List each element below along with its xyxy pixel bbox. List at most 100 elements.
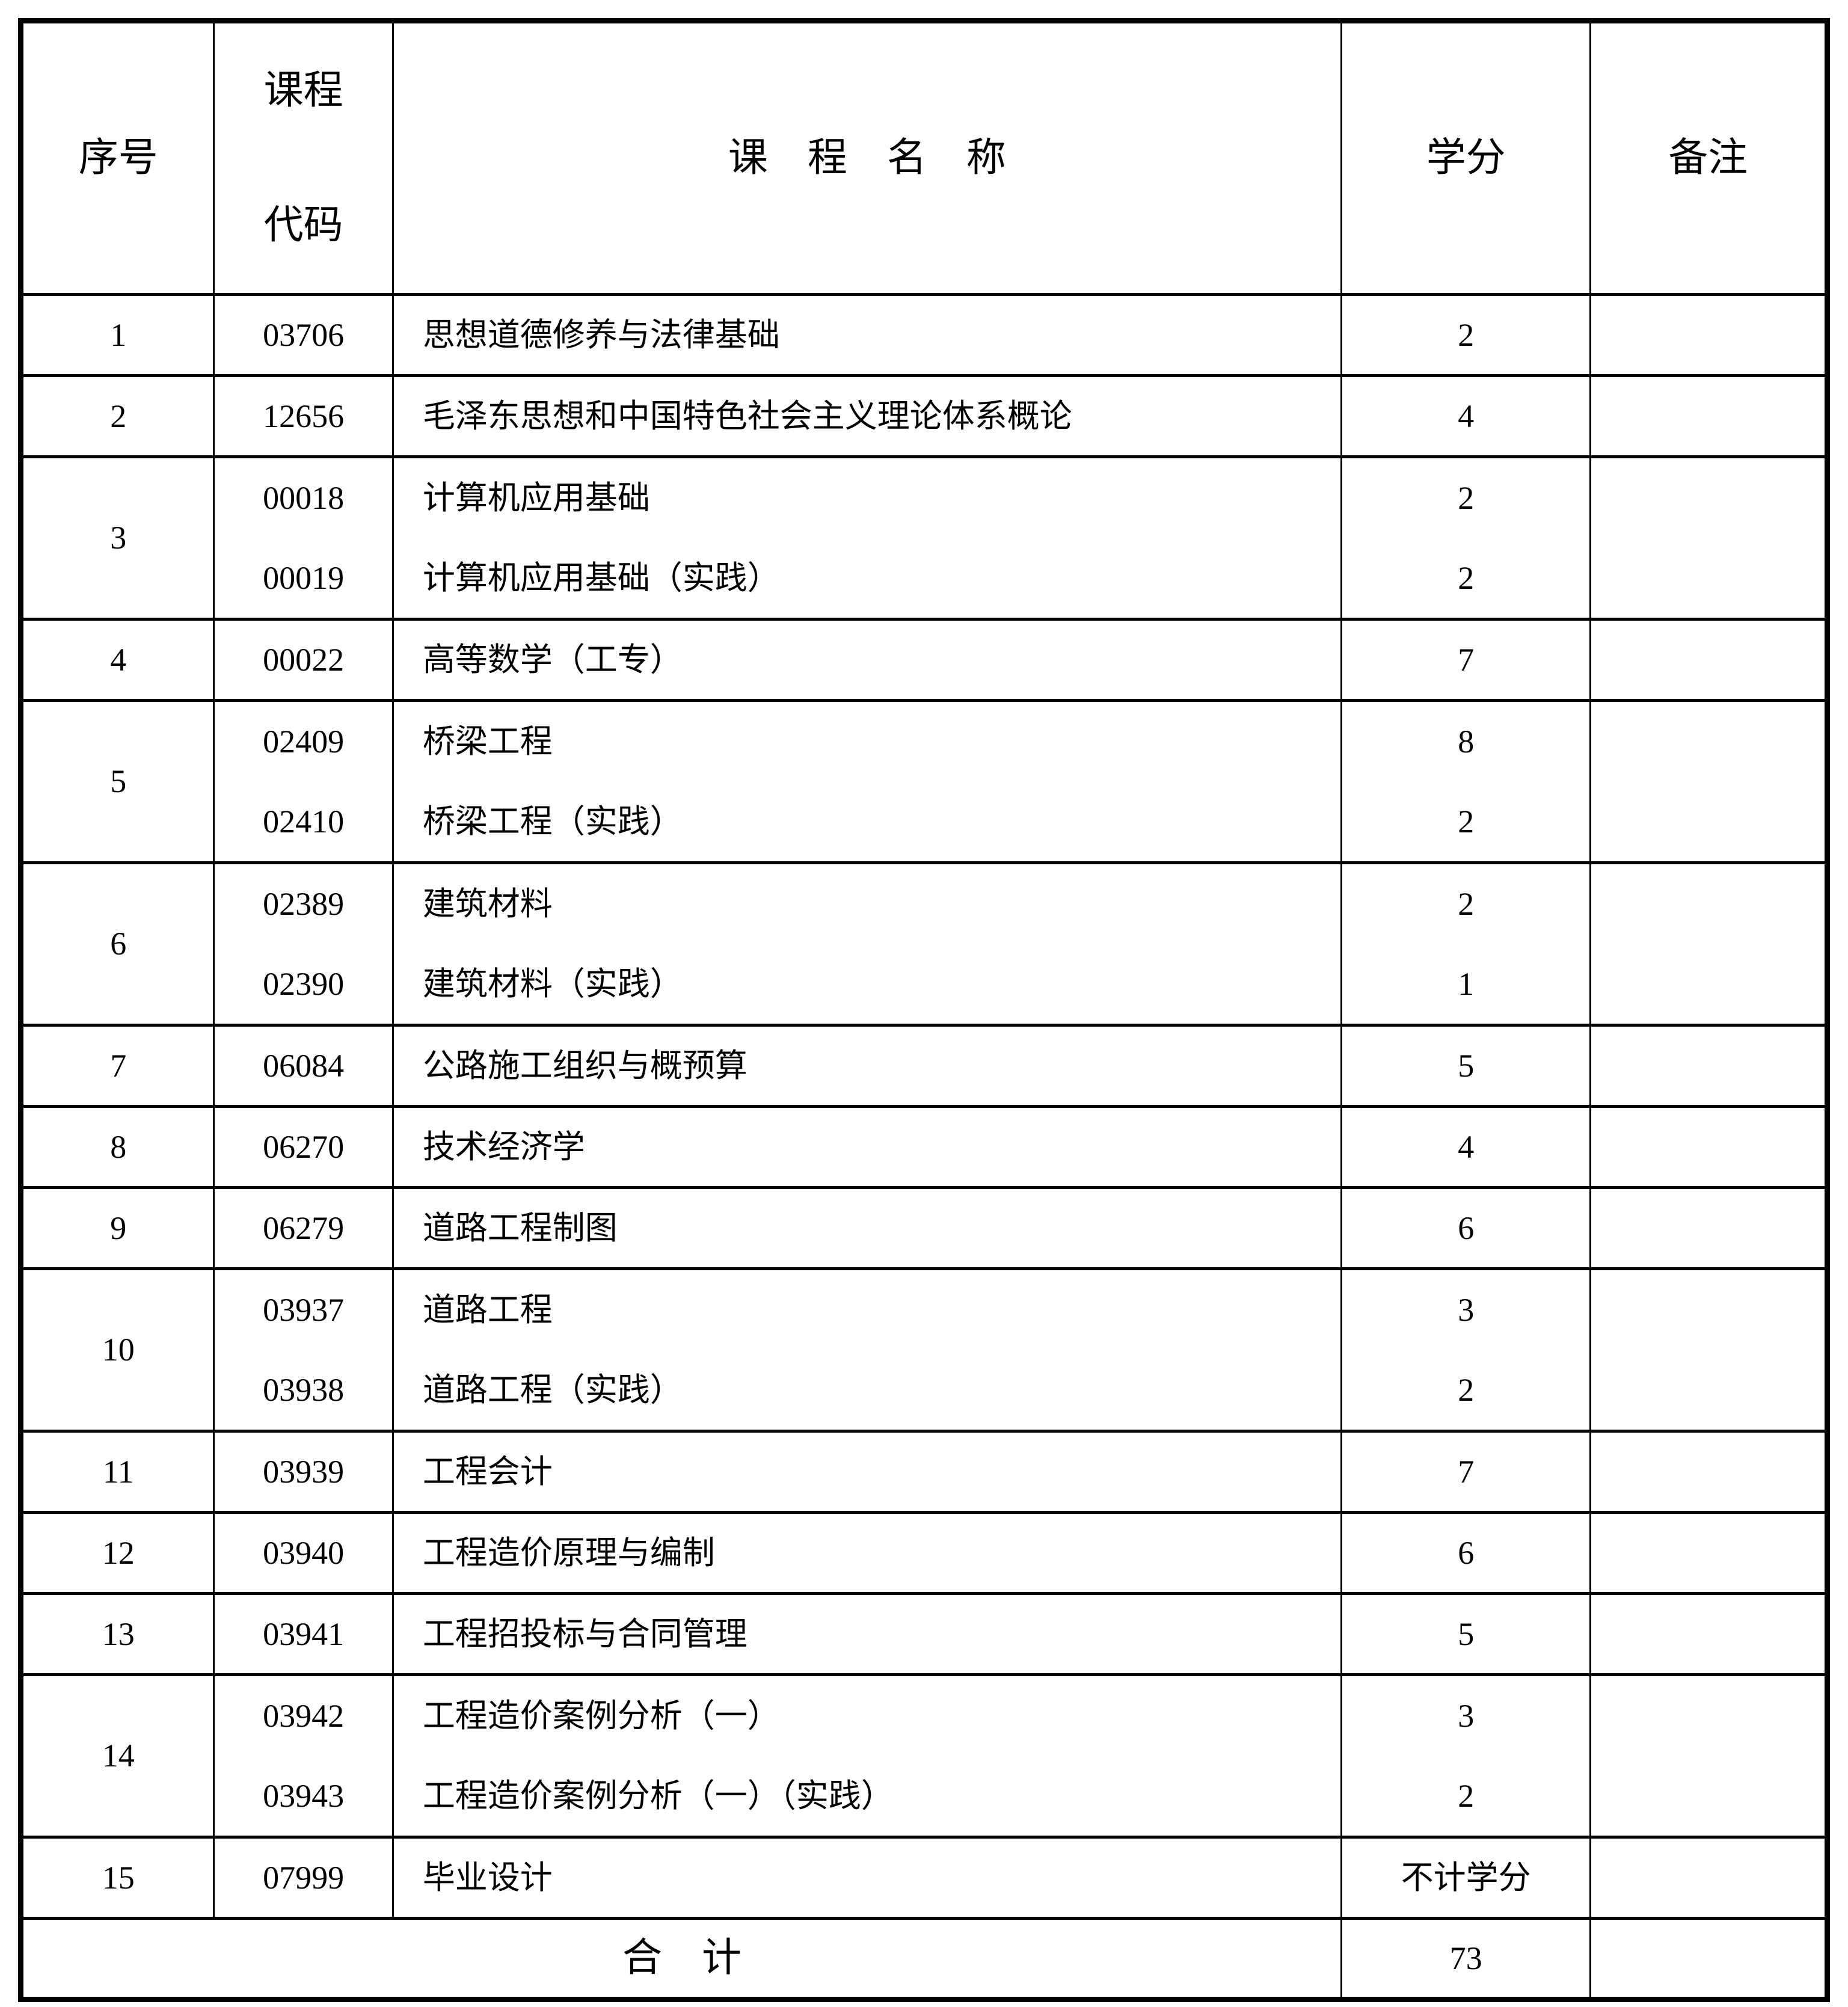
total-row: 合 计 73 xyxy=(20,1917,1828,2001)
course-credits: 1 xyxy=(1458,965,1475,1002)
table-row-group: 14 03942 03943 工程造价案例分析（一） 工程造价案例分析（一）（实… xyxy=(19,1673,1828,1839)
course-code: 12656 xyxy=(263,398,345,434)
course-credits: 2 xyxy=(1458,1777,1475,1814)
course-credits: 2 xyxy=(1458,886,1475,923)
table-row: 2 12656 毛泽东思想和中国特色社会主义理论体系概论 4 xyxy=(19,374,1828,458)
course-code: 06084 xyxy=(263,1047,345,1084)
index-cell: 6 xyxy=(19,861,215,1027)
course-name: 毛泽东思想和中国特色社会主义理论体系概论 xyxy=(422,398,1072,434)
row-index: 14 xyxy=(102,1738,135,1774)
credits-cell: 5 xyxy=(1340,1592,1592,1676)
table-row: 15 07999 毕业设计 不计学分 xyxy=(19,1836,1828,1920)
code-cell: 06270 xyxy=(213,1105,394,1189)
course-credits: 4 xyxy=(1458,398,1475,434)
course-credits: 5 xyxy=(1458,1615,1475,1652)
name-cell: 公路施工组织与概预算 xyxy=(391,1024,1342,1108)
name-cell: 道路工程制图 xyxy=(391,1186,1342,1270)
row-index: 4 xyxy=(110,641,127,678)
course-code: 03938 xyxy=(263,1371,345,1408)
remark-cell xyxy=(1589,455,1828,621)
course-code: 02410 xyxy=(263,803,345,840)
index-cell: 5 xyxy=(19,699,215,864)
row-index: 12 xyxy=(102,1534,135,1571)
credits-cell: 2 1 xyxy=(1340,861,1592,1027)
remark-cell xyxy=(1589,1186,1828,1270)
course-code: 00019 xyxy=(263,559,345,596)
total-label: 合 计 xyxy=(622,1936,741,1981)
course-credits: 7 xyxy=(1458,641,1475,678)
name-cell: 思想道德修养与法律基础 xyxy=(391,293,1342,377)
code-cell: 03941 xyxy=(213,1592,394,1676)
credits-cell: 5 xyxy=(1340,1024,1592,1108)
remark-cell xyxy=(1589,699,1828,864)
total-credits-cell: 73 xyxy=(1340,1917,1592,2001)
name-cell: 建筑材料 建筑材料（实践） xyxy=(391,861,1342,1027)
course-credits: 6 xyxy=(1458,1534,1475,1571)
name-cell: 高等数学（工专） xyxy=(391,618,1342,702)
index-cell: 2 xyxy=(19,374,215,458)
course-credits: 2 xyxy=(1458,803,1475,840)
course-code: 03943 xyxy=(263,1777,345,1814)
index-cell: 10 xyxy=(19,1267,215,1433)
course-name: 计算机应用基础 xyxy=(422,480,650,517)
table-row-group: 5 02409 02410 桥梁工程 桥梁工程（实践） 8 2 xyxy=(19,699,1828,864)
name-cell: 工程招投标与合同管理 xyxy=(391,1592,1342,1676)
row-index: 10 xyxy=(102,1332,135,1368)
remark-cell xyxy=(1589,1024,1828,1108)
course-credits: 8 xyxy=(1458,724,1475,760)
table-row: 9 06279 道路工程制图 6 xyxy=(19,1186,1828,1270)
credits-cell: 3 2 xyxy=(1340,1267,1592,1433)
header-cell-code: 课程 代码 xyxy=(213,19,394,296)
row-index: 2 xyxy=(110,398,127,434)
remark-cell xyxy=(1589,293,1828,377)
course-name: 工程招投标与合同管理 xyxy=(422,1615,747,1652)
name-cell: 工程造价原理与编制 xyxy=(391,1511,1342,1595)
code-cell: 06084 xyxy=(213,1024,394,1108)
credits-cell: 不计学分 xyxy=(1340,1836,1592,1920)
course-name: 工程造价案例分析（一） xyxy=(422,1698,780,1735)
table-header-row: 序号 课程 代码 课 程 名 称 学分 备注 xyxy=(19,19,1828,296)
course-code: 06270 xyxy=(263,1128,345,1165)
remark-cell xyxy=(1589,861,1828,1027)
index-cell: 4 xyxy=(19,618,215,702)
course-name: 公路施工组织与概预算 xyxy=(422,1047,747,1084)
index-cell: 9 xyxy=(19,1186,215,1270)
header-code-label-line2: 代码 xyxy=(263,203,343,248)
course-code: 03939 xyxy=(263,1453,345,1490)
total-credits-value: 73 xyxy=(1449,1940,1482,1976)
course-code: 02390 xyxy=(263,965,345,1002)
code-cell: 06279 xyxy=(213,1186,394,1270)
code-cell: 12656 xyxy=(213,374,394,458)
code-cell: 03937 03938 xyxy=(213,1267,394,1433)
credits-cell: 8 2 xyxy=(1340,699,1592,864)
course-credits: 2 xyxy=(1458,1371,1475,1408)
credits-cell: 3 2 xyxy=(1340,1673,1592,1839)
table-row: 11 03939 工程会计 7 xyxy=(19,1430,1828,1514)
header-code-label-line1: 课程 xyxy=(263,69,343,113)
index-cell: 3 xyxy=(19,455,215,621)
table-row-group: 10 03937 03938 道路工程 道路工程（实践） 3 2 xyxy=(19,1267,1828,1433)
course-name: 思想道德修养与法律基础 xyxy=(422,316,780,353)
course-credits: 6 xyxy=(1458,1209,1475,1246)
credits-cell: 6 xyxy=(1340,1186,1592,1270)
index-cell: 8 xyxy=(19,1105,215,1189)
course-code: 00018 xyxy=(263,480,345,517)
credits-cell: 7 xyxy=(1340,1430,1592,1514)
course-name: 工程造价案例分析（一）（实践） xyxy=(422,1777,894,1814)
course-credits: 2 xyxy=(1458,316,1475,353)
total-remark-cell xyxy=(1589,1917,1828,2001)
course-credits: 4 xyxy=(1458,1128,1475,1165)
row-index: 13 xyxy=(102,1615,135,1652)
course-name: 桥梁工程（实践） xyxy=(422,803,683,840)
code-cell: 03942 03943 xyxy=(213,1673,394,1839)
name-cell: 桥梁工程 桥梁工程（实践） xyxy=(391,699,1342,864)
remark-cell xyxy=(1589,1430,1828,1514)
credits-cell: 4 xyxy=(1340,374,1592,458)
code-cell: 02409 02410 xyxy=(213,699,394,864)
row-index: 9 xyxy=(110,1209,127,1246)
index-cell: 12 xyxy=(19,1511,215,1595)
credits-cell: 2 2 xyxy=(1340,455,1592,621)
index-cell: 11 xyxy=(19,1430,215,1514)
row-index: 11 xyxy=(102,1453,134,1490)
